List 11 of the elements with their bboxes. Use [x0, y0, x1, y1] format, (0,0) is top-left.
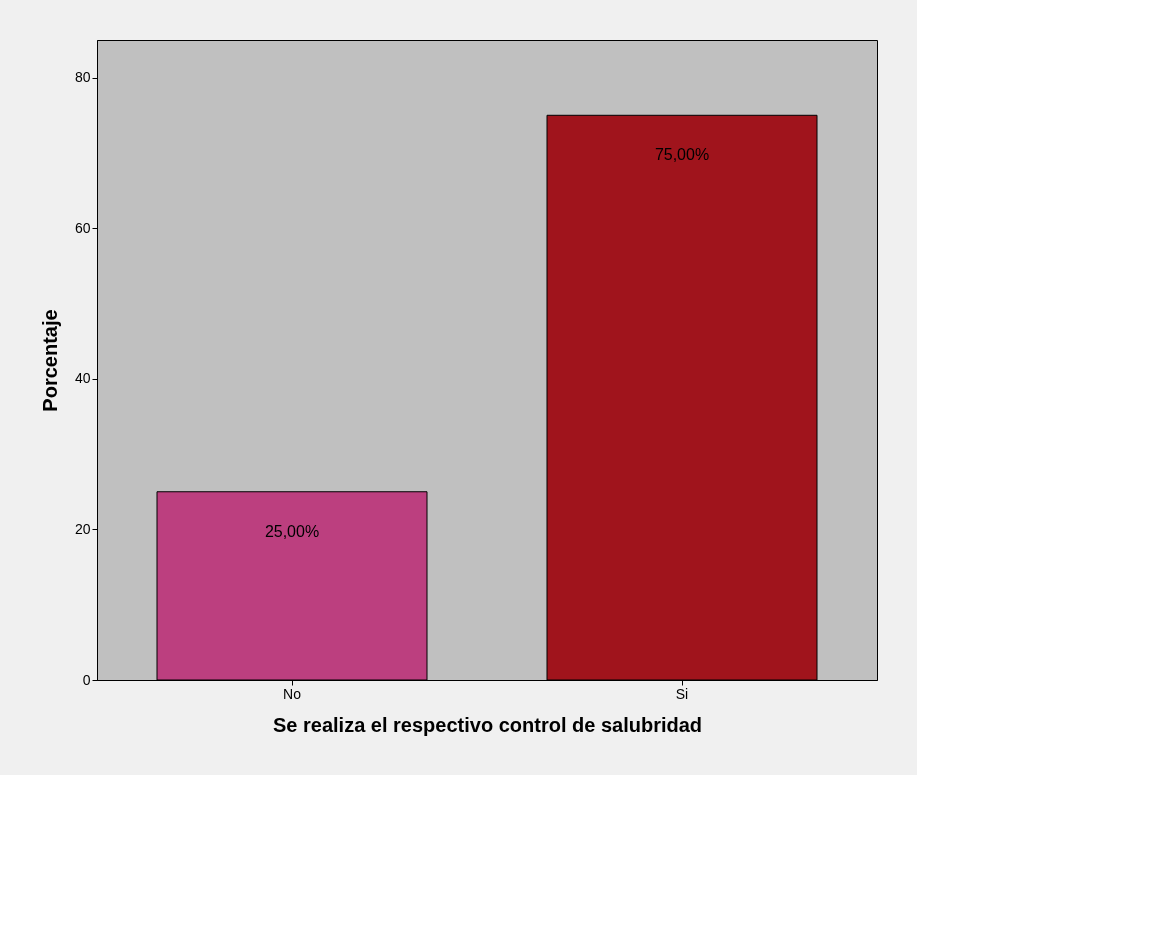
y-tick-label: 60: [74, 219, 91, 236]
x-tick-label: No: [283, 685, 302, 702]
x-tick-label: Si: [675, 685, 689, 702]
y-tick-label: 0: [82, 671, 91, 688]
y-axis-title: Porcentaje: [38, 309, 61, 412]
y-tick-label: 20: [74, 520, 91, 537]
y-tick-label: 40: [74, 370, 91, 387]
data-label: 75,00%: [654, 146, 710, 164]
data-label: 25,00%: [264, 522, 320, 540]
x-axis-title: Se realiza el respectivo control de salubridad: [272, 713, 703, 736]
y-tick-label: 80: [74, 69, 91, 86]
